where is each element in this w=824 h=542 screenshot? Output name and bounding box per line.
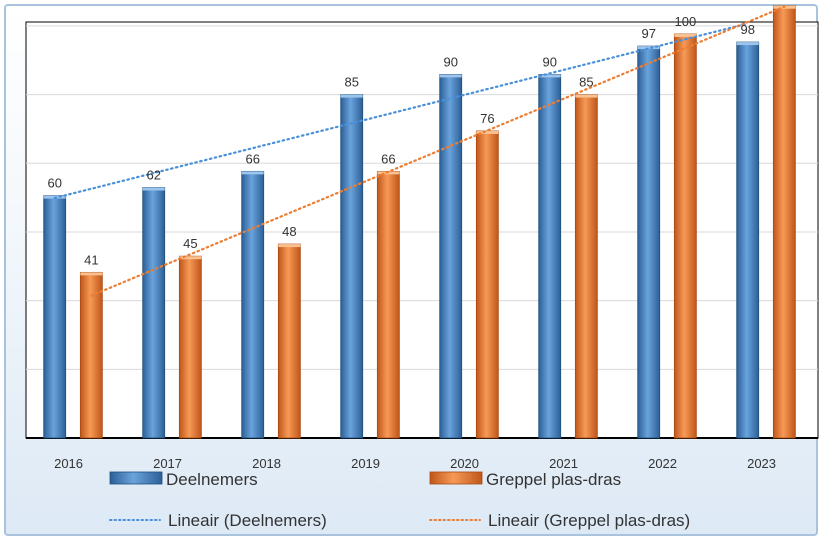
value-labels: 60 62 66 85 90 90 97 98 41 45 48 66 76 85 100 107: [47, 0, 795, 267]
legend-swatch: [429, 471, 483, 485]
bar-greppel-plas-dras-2022: [673, 33, 697, 439]
bar-greppel-plas-dras-2018: [277, 243, 301, 439]
bar-cap: [736, 42, 759, 46]
legend-entry: Lineair (Deelnemers): [168, 511, 327, 530]
x-tick-label: 2022: [648, 456, 677, 471]
bar-deelnemers-2022: [637, 45, 661, 439]
bar-deelnemers-2020: [439, 74, 463, 439]
bar-greppel-plas-dras-2021: [574, 94, 598, 439]
bar-greppel-plas-dras-2016: [79, 271, 103, 439]
bar-greppel-plas-dras-2023: [772, 5, 796, 439]
bar-cap: [179, 256, 202, 260]
trendlines: [53, 5, 786, 297]
bar-greppel-plas-dras-2020: [475, 130, 499, 439]
legend-entry: Greppel plas-dras: [486, 470, 621, 489]
bars: [43, 5, 796, 439]
x-tick-label: 2019: [351, 456, 380, 471]
bar-cap: [142, 187, 165, 191]
bar-cap: [637, 46, 660, 50]
bar-cap: [538, 74, 561, 78]
x-tick-label: 2018: [252, 456, 281, 471]
value-label: 60: [47, 176, 61, 191]
value-label: 48: [282, 224, 296, 239]
bar-deelnemers-2023: [736, 41, 760, 439]
trendline-greppel-plas-dras: [90, 5, 786, 297]
legend-swatch: [109, 471, 163, 485]
bar-cap: [439, 74, 462, 78]
bar-cap: [575, 94, 598, 98]
bar-deelnemers-2018: [241, 170, 265, 439]
value-label: 98: [740, 22, 754, 37]
bar-deelnemers-2016: [43, 195, 67, 439]
legend-entry: Deelnemers: [166, 470, 258, 489]
bar-deelnemers-2021: [538, 74, 562, 439]
bar-cap: [278, 244, 301, 248]
value-label: 90: [443, 54, 457, 69]
bar-cap: [476, 130, 499, 134]
bar-cap: [241, 171, 264, 175]
bar-cap: [80, 272, 103, 276]
value-label: 90: [542, 54, 556, 69]
x-tick-label: 2023: [747, 456, 776, 471]
x-tick-label: 2020: [450, 456, 479, 471]
value-label: 66: [381, 151, 395, 166]
x-tick-label: 2017: [153, 456, 182, 471]
value-label: 85: [579, 75, 593, 90]
legend: Deelnemers Greppel plas-dras Lineair (Deel…: [109, 470, 690, 530]
value-label: 45: [183, 236, 197, 251]
x-tick-labels: 2016 2017 2018 2019 2020 2021 2022 2023: [54, 456, 776, 471]
bar-deelnemers-2019: [340, 94, 364, 439]
x-tick-label: 2021: [549, 456, 578, 471]
bar-cap: [674, 34, 697, 37]
x-tick-label: 2016: [54, 456, 83, 471]
bar-greppel-plas-dras-2017: [178, 255, 202, 439]
value-label: 76: [480, 111, 494, 126]
bar-deelnemers-2017: [142, 187, 166, 439]
bar-cap: [340, 94, 363, 98]
value-label: 107: [773, 0, 795, 1]
value-label: 100: [674, 14, 696, 29]
trendline-deelnemers: [53, 22, 749, 200]
value-label: 85: [344, 75, 358, 90]
value-label: 62: [146, 168, 160, 183]
bar-greppel-plas-dras-2019: [376, 170, 400, 439]
value-label: 41: [84, 252, 98, 267]
value-label: 66: [245, 151, 259, 166]
legend-entry: Lineair (Greppel plas-dras): [488, 511, 690, 530]
value-label: 97: [641, 26, 655, 41]
